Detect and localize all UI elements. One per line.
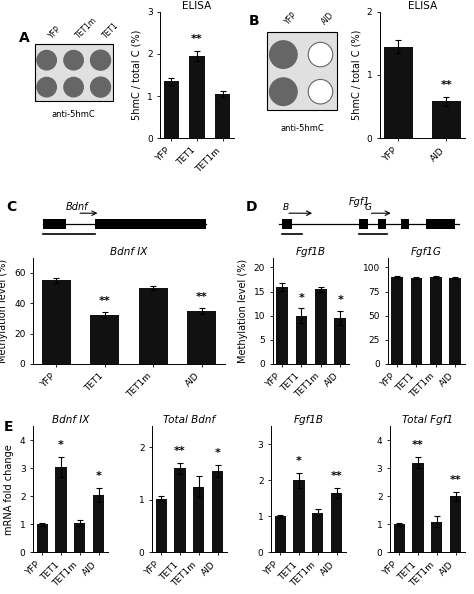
Bar <box>174 468 186 552</box>
Bar <box>296 315 307 364</box>
Text: E: E <box>3 420 13 434</box>
Text: *: * <box>296 456 302 466</box>
Text: *: * <box>96 471 101 481</box>
Bar <box>267 32 337 110</box>
Text: **: ** <box>99 296 111 307</box>
Bar <box>139 288 168 364</box>
Circle shape <box>308 42 333 67</box>
Bar <box>393 525 405 552</box>
Text: Bdnf: Bdnf <box>66 202 89 212</box>
Text: **: ** <box>174 446 186 456</box>
Bar <box>431 522 442 552</box>
Text: D: D <box>246 201 257 214</box>
Y-axis label: 5hmC / total C (%): 5hmC / total C (%) <box>351 30 361 120</box>
Text: **: ** <box>450 475 461 485</box>
Bar <box>36 525 48 552</box>
Text: anti-5hmC: anti-5hmC <box>52 109 95 119</box>
Text: **: ** <box>412 440 424 450</box>
Text: B: B <box>248 14 259 29</box>
Bar <box>215 94 230 138</box>
Circle shape <box>270 78 297 106</box>
Text: YFP: YFP <box>46 24 63 40</box>
Bar <box>450 497 461 552</box>
Text: G: G <box>365 203 372 212</box>
Title: Bdnf IX: Bdnf IX <box>110 247 148 257</box>
Text: anti-5hmC: anti-5hmC <box>280 124 324 133</box>
Y-axis label: Methylation level (%): Methylation level (%) <box>238 259 248 363</box>
Bar <box>432 102 461 138</box>
Title: Fgf1G: Fgf1G <box>411 247 442 257</box>
Circle shape <box>91 50 110 70</box>
Text: A: A <box>18 31 29 45</box>
Bar <box>426 219 455 229</box>
Text: YFP: YFP <box>283 11 300 27</box>
Text: **: ** <box>191 34 203 44</box>
Bar <box>401 219 409 229</box>
Title: Fgf1B: Fgf1B <box>296 247 326 257</box>
Bar <box>91 315 119 364</box>
Bar <box>93 495 104 552</box>
Text: *: * <box>299 292 304 302</box>
Title: ELISA: ELISA <box>182 1 212 11</box>
Circle shape <box>37 77 56 97</box>
Bar <box>293 481 305 552</box>
Bar <box>384 46 413 138</box>
Bar <box>189 56 205 138</box>
Circle shape <box>91 77 110 97</box>
Bar <box>212 471 223 552</box>
Bar <box>43 219 66 229</box>
Title: ELISA: ELISA <box>408 1 437 11</box>
Title: Total Bdnf: Total Bdnf <box>163 415 215 425</box>
Bar <box>276 287 288 364</box>
Text: TET1m: TET1m <box>73 15 99 40</box>
Bar <box>274 516 286 552</box>
Bar <box>187 311 216 364</box>
Text: **: ** <box>331 470 342 481</box>
Text: Fgf1: Fgf1 <box>348 197 370 207</box>
Bar <box>35 44 113 100</box>
Bar <box>74 523 85 552</box>
Text: **: ** <box>196 292 208 302</box>
Bar <box>430 277 442 364</box>
Bar <box>410 278 422 364</box>
Circle shape <box>64 50 83 70</box>
Circle shape <box>270 41 297 68</box>
Y-axis label: 5hmC / total C (%): 5hmC / total C (%) <box>131 30 141 120</box>
Bar <box>412 463 424 552</box>
Circle shape <box>64 77 83 97</box>
Circle shape <box>308 80 333 104</box>
Text: TET1: TET1 <box>100 20 120 40</box>
Text: *: * <box>337 295 343 305</box>
Bar <box>164 81 179 138</box>
Text: C: C <box>6 201 17 214</box>
Bar <box>193 486 204 552</box>
Text: *: * <box>215 448 220 457</box>
Bar <box>283 219 292 229</box>
Bar <box>315 289 327 364</box>
Bar <box>334 318 346 364</box>
Y-axis label: mRNA fold change: mRNA fold change <box>4 444 14 535</box>
Text: B: B <box>283 203 289 212</box>
Bar <box>378 219 386 229</box>
Bar <box>331 493 342 552</box>
Bar <box>392 277 403 364</box>
Title: Bdnf IX: Bdnf IX <box>52 415 89 425</box>
Text: *: * <box>58 440 64 450</box>
Text: AID: AID <box>320 11 336 27</box>
Bar <box>94 219 206 229</box>
Bar <box>312 513 323 552</box>
Bar <box>55 467 67 552</box>
Bar <box>155 499 167 552</box>
Circle shape <box>37 50 56 70</box>
Bar <box>359 219 368 229</box>
Bar <box>449 278 461 364</box>
Y-axis label: Methylation level (%): Methylation level (%) <box>0 259 9 363</box>
Title: Fgf1B: Fgf1B <box>293 415 323 425</box>
Bar <box>42 280 71 364</box>
Text: **: ** <box>440 80 452 90</box>
Title: Total Fgf1: Total Fgf1 <box>402 415 453 425</box>
